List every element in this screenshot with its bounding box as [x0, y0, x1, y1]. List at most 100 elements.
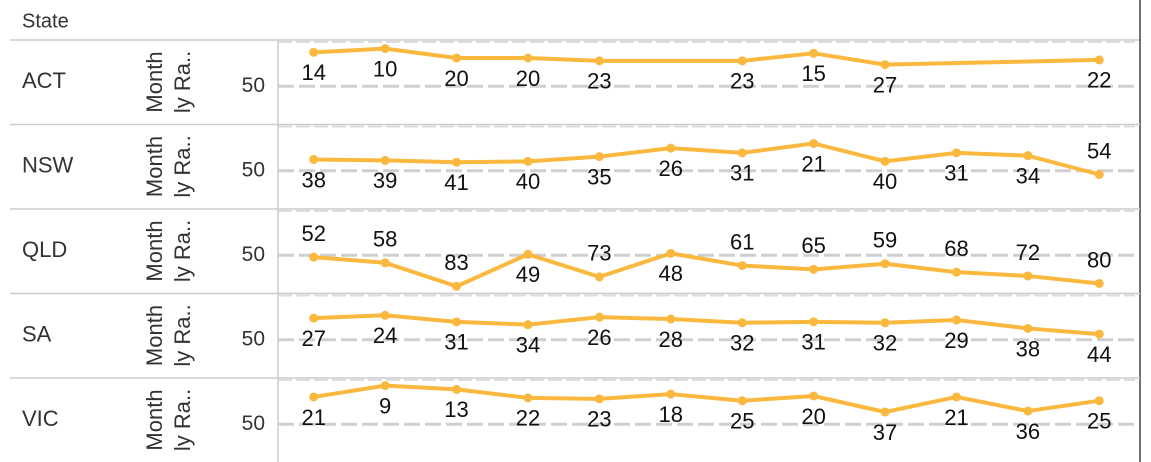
data-label: 35	[587, 164, 611, 189]
row-label: SA	[22, 321, 52, 346]
point	[880, 407, 890, 417]
point	[309, 313, 319, 323]
point	[951, 315, 961, 325]
line	[313, 251, 1100, 289]
point	[737, 261, 747, 271]
point	[1094, 396, 1104, 406]
point	[1094, 170, 1104, 179]
data-label: 9	[379, 393, 391, 418]
point	[666, 389, 676, 399]
data-label: 14	[301, 60, 325, 85]
data-label: 23	[587, 69, 611, 94]
data-label: 21	[801, 151, 825, 176]
data-label: 37	[873, 420, 897, 445]
data-label: 29	[944, 328, 968, 353]
point	[737, 396, 747, 406]
data-label: 23	[730, 69, 754, 94]
point	[1023, 271, 1033, 281]
data-label: 24	[373, 323, 397, 348]
row-label: QLD	[22, 237, 67, 262]
data-label: 15	[801, 61, 825, 86]
data-label: 31	[801, 330, 825, 355]
point	[594, 56, 604, 66]
data-label: 18	[659, 402, 683, 427]
line	[313, 141, 1100, 177]
point	[380, 310, 390, 320]
y-axis-label: Month ly Ra..	[142, 220, 195, 282]
point	[309, 392, 319, 402]
data-label: 38	[301, 167, 325, 192]
point	[1094, 278, 1104, 288]
data-label: 20	[444, 66, 468, 91]
data-label: 21	[301, 405, 325, 430]
point	[380, 44, 390, 54]
point	[452, 317, 462, 327]
point	[594, 152, 604, 162]
point	[666, 143, 676, 153]
point	[809, 48, 819, 58]
data-label: 80	[1087, 247, 1111, 272]
point	[880, 318, 890, 328]
data-label: 40	[873, 169, 897, 194]
point	[1094, 55, 1104, 65]
data-label: 28	[659, 327, 683, 352]
y-tick-label: 50	[242, 74, 265, 97]
y-axis-label-line: ly Ra..	[170, 389, 195, 451]
y-axis-label: Month ly Ra..	[142, 389, 195, 451]
data-label: 32	[730, 331, 754, 356]
y-axis-label-line: ly Ra..	[170, 220, 195, 282]
point	[737, 148, 747, 158]
y-tick-label: 50	[242, 412, 265, 435]
y-axis-label-line: Month	[142, 389, 167, 450]
y-tick-label: 50	[242, 158, 265, 181]
point	[523, 53, 533, 63]
data-label: 31	[944, 161, 968, 186]
point	[309, 252, 319, 262]
data-label: 72	[1016, 240, 1040, 265]
data-label: 38	[1016, 336, 1040, 361]
point	[380, 381, 390, 391]
data-label: 52	[301, 221, 325, 246]
y-axis-label-line: ly Ra..	[170, 304, 195, 366]
point	[380, 258, 390, 268]
data-label: 13	[444, 397, 468, 422]
data-label: 25	[1087, 409, 1111, 434]
row-label: ACT	[22, 68, 66, 93]
point	[594, 312, 604, 322]
data-label: 32	[873, 331, 897, 356]
y-axis-label-line: ly Ra..	[170, 51, 195, 113]
data-label: 23	[587, 407, 611, 432]
point	[666, 314, 676, 324]
data-label: 41	[444, 170, 468, 195]
data-label: 61	[730, 229, 754, 254]
data-label: 49	[516, 262, 540, 287]
data-label: 22	[516, 406, 540, 431]
data-label: 54	[1087, 138, 1111, 163]
y-axis-label-line: Month	[142, 51, 167, 112]
y-axis-label-line: Month	[142, 220, 167, 281]
point	[523, 249, 533, 259]
data-label: 31	[730, 161, 754, 186]
data-label: 39	[373, 168, 397, 193]
point	[737, 318, 747, 328]
line	[313, 313, 1100, 337]
point	[523, 156, 533, 166]
y-axis-label-line: ly Ra..	[170, 135, 195, 197]
y-axis-label-line: Month	[142, 136, 167, 197]
row-label: VIC	[22, 406, 59, 431]
data-label: 31	[444, 330, 468, 355]
data-label: 83	[444, 250, 468, 275]
point	[594, 394, 604, 404]
point	[880, 259, 890, 269]
point	[737, 56, 747, 66]
point	[951, 267, 961, 277]
data-label: 58	[373, 227, 397, 252]
point	[951, 392, 961, 402]
data-label: 48	[659, 261, 683, 286]
y-tick-label: 50	[242, 243, 265, 266]
data-label: 27	[301, 326, 325, 351]
data-label: 20	[516, 66, 540, 91]
point	[809, 391, 819, 401]
